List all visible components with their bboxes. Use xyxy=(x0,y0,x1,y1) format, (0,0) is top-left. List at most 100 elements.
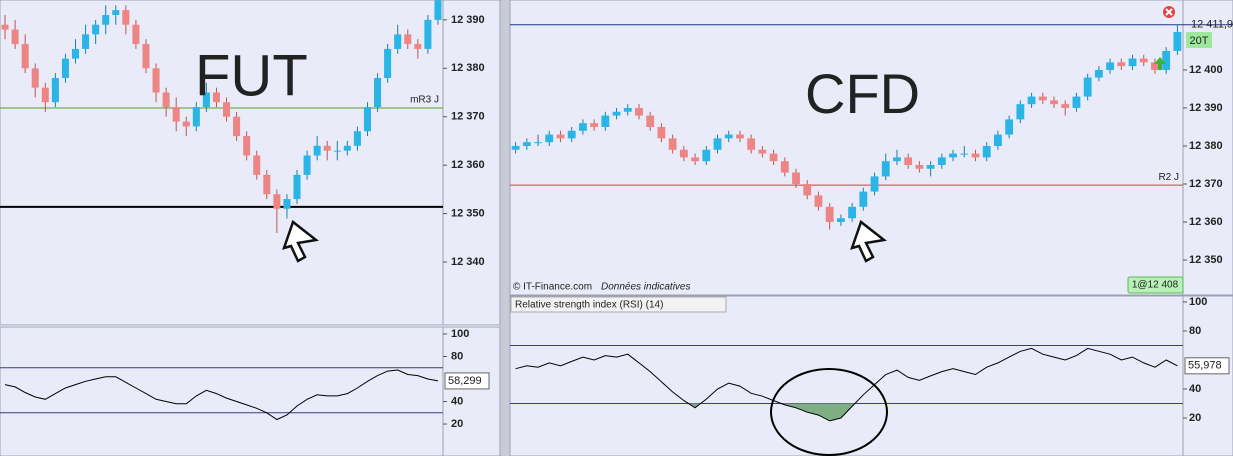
candle-body xyxy=(713,138,722,150)
y-tick-label: 100 xyxy=(451,328,469,340)
y-tick-label: 12 350 xyxy=(451,208,485,220)
candle-body xyxy=(949,153,957,158)
candle-body xyxy=(1061,104,1070,108)
candle-body xyxy=(982,145,991,158)
tag: 20T xyxy=(1190,35,1209,47)
candle-body xyxy=(323,145,331,151)
y-tick-label: 20 xyxy=(451,418,463,430)
candle-body xyxy=(212,92,220,103)
y-tick-label: 20 xyxy=(1189,412,1201,424)
candle-body xyxy=(263,174,271,195)
candle-body xyxy=(836,218,845,223)
candle-body xyxy=(635,107,643,116)
rsi-line xyxy=(4,369,439,421)
candle-body xyxy=(511,145,520,150)
close-icon[interactable] xyxy=(1163,6,1175,18)
candle-body xyxy=(590,123,599,127)
candle-body xyxy=(233,116,241,137)
candle-body xyxy=(384,48,392,78)
candle-body xyxy=(993,134,1002,146)
level-label: mR3 J xyxy=(410,95,439,106)
candle-body xyxy=(374,77,382,108)
axis-area xyxy=(442,0,501,326)
candle-body xyxy=(434,0,442,20)
candle-body xyxy=(657,126,666,139)
candle-body xyxy=(41,87,49,103)
candle-body xyxy=(424,19,432,49)
order-label: 1@12 408 xyxy=(1132,280,1179,291)
candle-body xyxy=(724,134,733,139)
candle-body xyxy=(848,206,857,219)
y-tick-label: 12 400 xyxy=(1189,64,1223,76)
candle-body xyxy=(646,115,655,127)
last-value-label: 55,978 xyxy=(1188,360,1222,372)
candle-body xyxy=(1038,96,1047,101)
candle-body xyxy=(679,149,688,158)
candle-body xyxy=(758,149,767,154)
candle-body xyxy=(142,44,150,69)
y-tick-label: 12 380 xyxy=(1189,140,1223,152)
buy-arrow xyxy=(1154,57,1166,70)
axis-price-label: 12 411,9 xyxy=(1191,19,1233,31)
candle-body xyxy=(803,183,812,196)
candle-body xyxy=(273,194,281,209)
candle-body xyxy=(394,34,402,49)
rsi-line xyxy=(515,347,1178,422)
indicator-header[interactable] xyxy=(510,296,727,313)
candle-body xyxy=(333,150,341,152)
candle-body xyxy=(1173,31,1182,51)
chart-title: CFD xyxy=(805,62,920,125)
candle-body xyxy=(926,164,935,169)
candle-body xyxy=(21,44,29,69)
y-tick-label: 100 xyxy=(1189,296,1207,308)
candle-body xyxy=(313,145,321,156)
candle-body xyxy=(92,24,100,35)
candle-body xyxy=(31,68,39,88)
candle-body xyxy=(202,92,210,108)
chart-title: FUT xyxy=(195,43,308,108)
candle-body xyxy=(243,136,251,156)
candle-body xyxy=(792,172,800,184)
order-box[interactable] xyxy=(1127,276,1184,294)
plot-area xyxy=(509,0,1184,296)
candle-body xyxy=(1016,104,1025,120)
candle-body xyxy=(960,153,969,155)
y-tick-label: 12 350 xyxy=(1189,254,1223,266)
candle-body xyxy=(780,161,789,173)
candle-body xyxy=(353,131,361,146)
splitter[interactable] xyxy=(500,0,510,456)
candle-body xyxy=(132,24,140,45)
plot-area xyxy=(509,295,1184,456)
candle-body xyxy=(859,191,868,207)
candle-body xyxy=(1083,77,1092,97)
candle-body xyxy=(1050,100,1058,105)
candle-body xyxy=(1139,58,1148,63)
candle-body xyxy=(172,107,180,122)
candle-body xyxy=(1,24,9,30)
candle-body xyxy=(971,153,980,158)
tag-box xyxy=(1186,32,1212,48)
candle-body xyxy=(192,107,200,127)
candle-body xyxy=(1117,62,1126,67)
candle-body xyxy=(747,138,756,150)
candle-body xyxy=(1005,119,1014,135)
last-value-box xyxy=(444,372,490,390)
candle-body xyxy=(736,134,744,139)
candle-body xyxy=(51,77,59,103)
axis-area xyxy=(1182,0,1233,296)
candle-body xyxy=(404,34,412,45)
candle-body xyxy=(1128,58,1137,67)
candle-body xyxy=(1027,96,1036,105)
candle-body xyxy=(881,161,890,177)
y-tick-label: 80 xyxy=(451,350,463,362)
level-label: R2 J xyxy=(1158,172,1179,183)
candle-body xyxy=(182,121,190,127)
arrow-annotation xyxy=(850,219,888,263)
y-tick-label: 12 360 xyxy=(451,159,485,171)
candle-body xyxy=(61,58,69,78)
candle-body xyxy=(623,107,632,112)
y-tick-label: 12 340 xyxy=(451,256,485,268)
candle-body xyxy=(769,153,778,162)
candle-body xyxy=(223,102,231,117)
candle-body xyxy=(1094,69,1103,78)
